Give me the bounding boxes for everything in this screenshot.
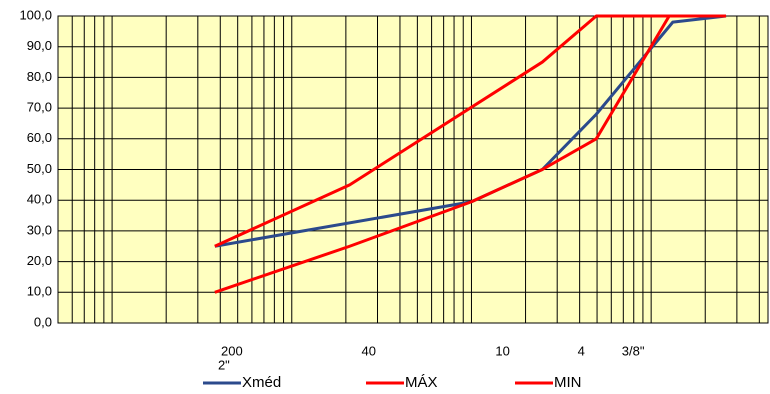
y-tick-label: 0,0 [34, 314, 52, 329]
x-tick-label: 40 [361, 343, 375, 358]
x-tick-label: 3/8" [622, 343, 645, 358]
y-tick-label: 30,0 [27, 222, 52, 237]
x-tick-label: 10 [495, 343, 509, 358]
y-tick-label: 80,0 [27, 69, 52, 84]
y-tick-label: 100,0 [19, 7, 52, 22]
y-tick-label: 50,0 [27, 161, 52, 176]
y-tick-label: 70,0 [27, 100, 52, 115]
series-line [214, 14, 727, 248]
y-tick-label: 10,0 [27, 284, 52, 299]
legend-label: MIN [554, 374, 582, 391]
x-tick-label: 4 [578, 343, 585, 358]
y-tick-label: 60,0 [27, 130, 52, 145]
x-tick-label: 2" [218, 357, 230, 372]
series-line [214, 14, 727, 248]
y-tick-label: 20,0 [27, 253, 52, 268]
y-tick-label: 90,0 [27, 38, 52, 53]
y-tick-label: 40,0 [27, 192, 52, 207]
legend-label: MÁX [405, 374, 438, 391]
x-tick-label: 200 [221, 343, 243, 358]
legend-label: Xméd [242, 374, 281, 391]
series-line [214, 14, 727, 294]
